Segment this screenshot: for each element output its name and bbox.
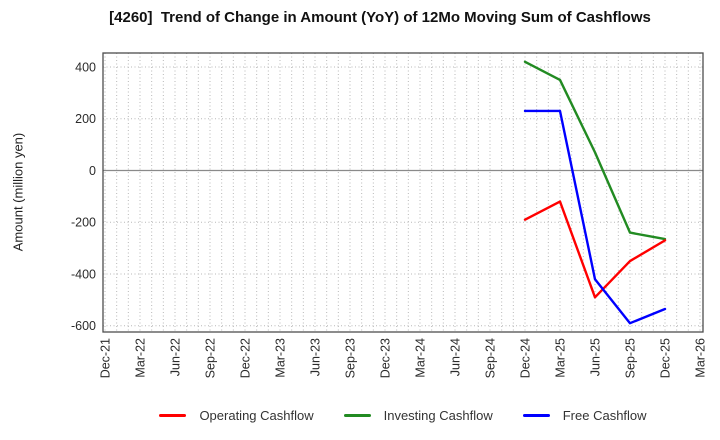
chart-title: [4260] Trend of Change in Amount (YoY) o… [109,9,651,26]
legend-item-investing-cashflow: Investing Cashflow [343,407,493,423]
y-tick-label: -400 [71,267,96,281]
x-tick-label: Jun-23 [308,338,322,376]
x-tick-label: Mar-25 [553,338,567,378]
x-tick-label: Sep-22 [203,338,217,378]
x-tick-label: Sep-23 [343,338,357,378]
x-tick-label: Sep-25 [623,338,637,378]
x-tick-label: Jun-25 [588,338,602,376]
legend-line-operating-cashflow [159,413,187,417]
legend-item-free-cashflow: Free Cashflow [522,407,647,423]
y-tick-label: 400 [75,60,96,74]
y-tick-label: 0 [89,164,96,178]
x-tick-label: Dec-21 [98,338,112,378]
x-tick-label: Mar-22 [133,338,147,378]
x-tick-label: Jun-24 [448,338,462,376]
x-tick-label: Mar-23 [273,338,287,378]
x-tick-label: Dec-22 [238,338,252,378]
series-line-free-cashflow [523,109,667,325]
legend-item-operating-cashflow: Operating Cashflow [159,407,314,423]
plot-border [102,52,704,333]
legend-label-operating-cashflow: Operating Cashflow [199,407,314,423]
legend-label-free-cashflow: Free Cashflow [562,407,647,423]
x-tick-label: Jun-22 [168,338,182,376]
x-tick-label: Dec-24 [518,338,532,378]
series-line-investing-cashflow [523,60,667,241]
y-tick-label: 200 [75,112,96,126]
legend-line-investing-cashflow [343,413,371,417]
x-tick-label: Dec-25 [658,338,672,378]
x-tick-label: Mar-24 [413,338,427,378]
x-tick-label: Sep-24 [483,338,497,378]
x-tick-label: Mar-26 [693,338,707,378]
legend: Operating Cashflow Investing Cashflow Fr… [103,404,703,426]
legend-line-free-cashflow [522,413,550,417]
series-line-operating-cashflow [523,200,667,299]
y-tick-label: -200 [71,216,96,230]
y-tick-label: -600 [71,319,96,333]
x-tick-label: Dec-23 [378,338,392,378]
legend-label-investing-cashflow: Investing Cashflow [383,407,493,423]
